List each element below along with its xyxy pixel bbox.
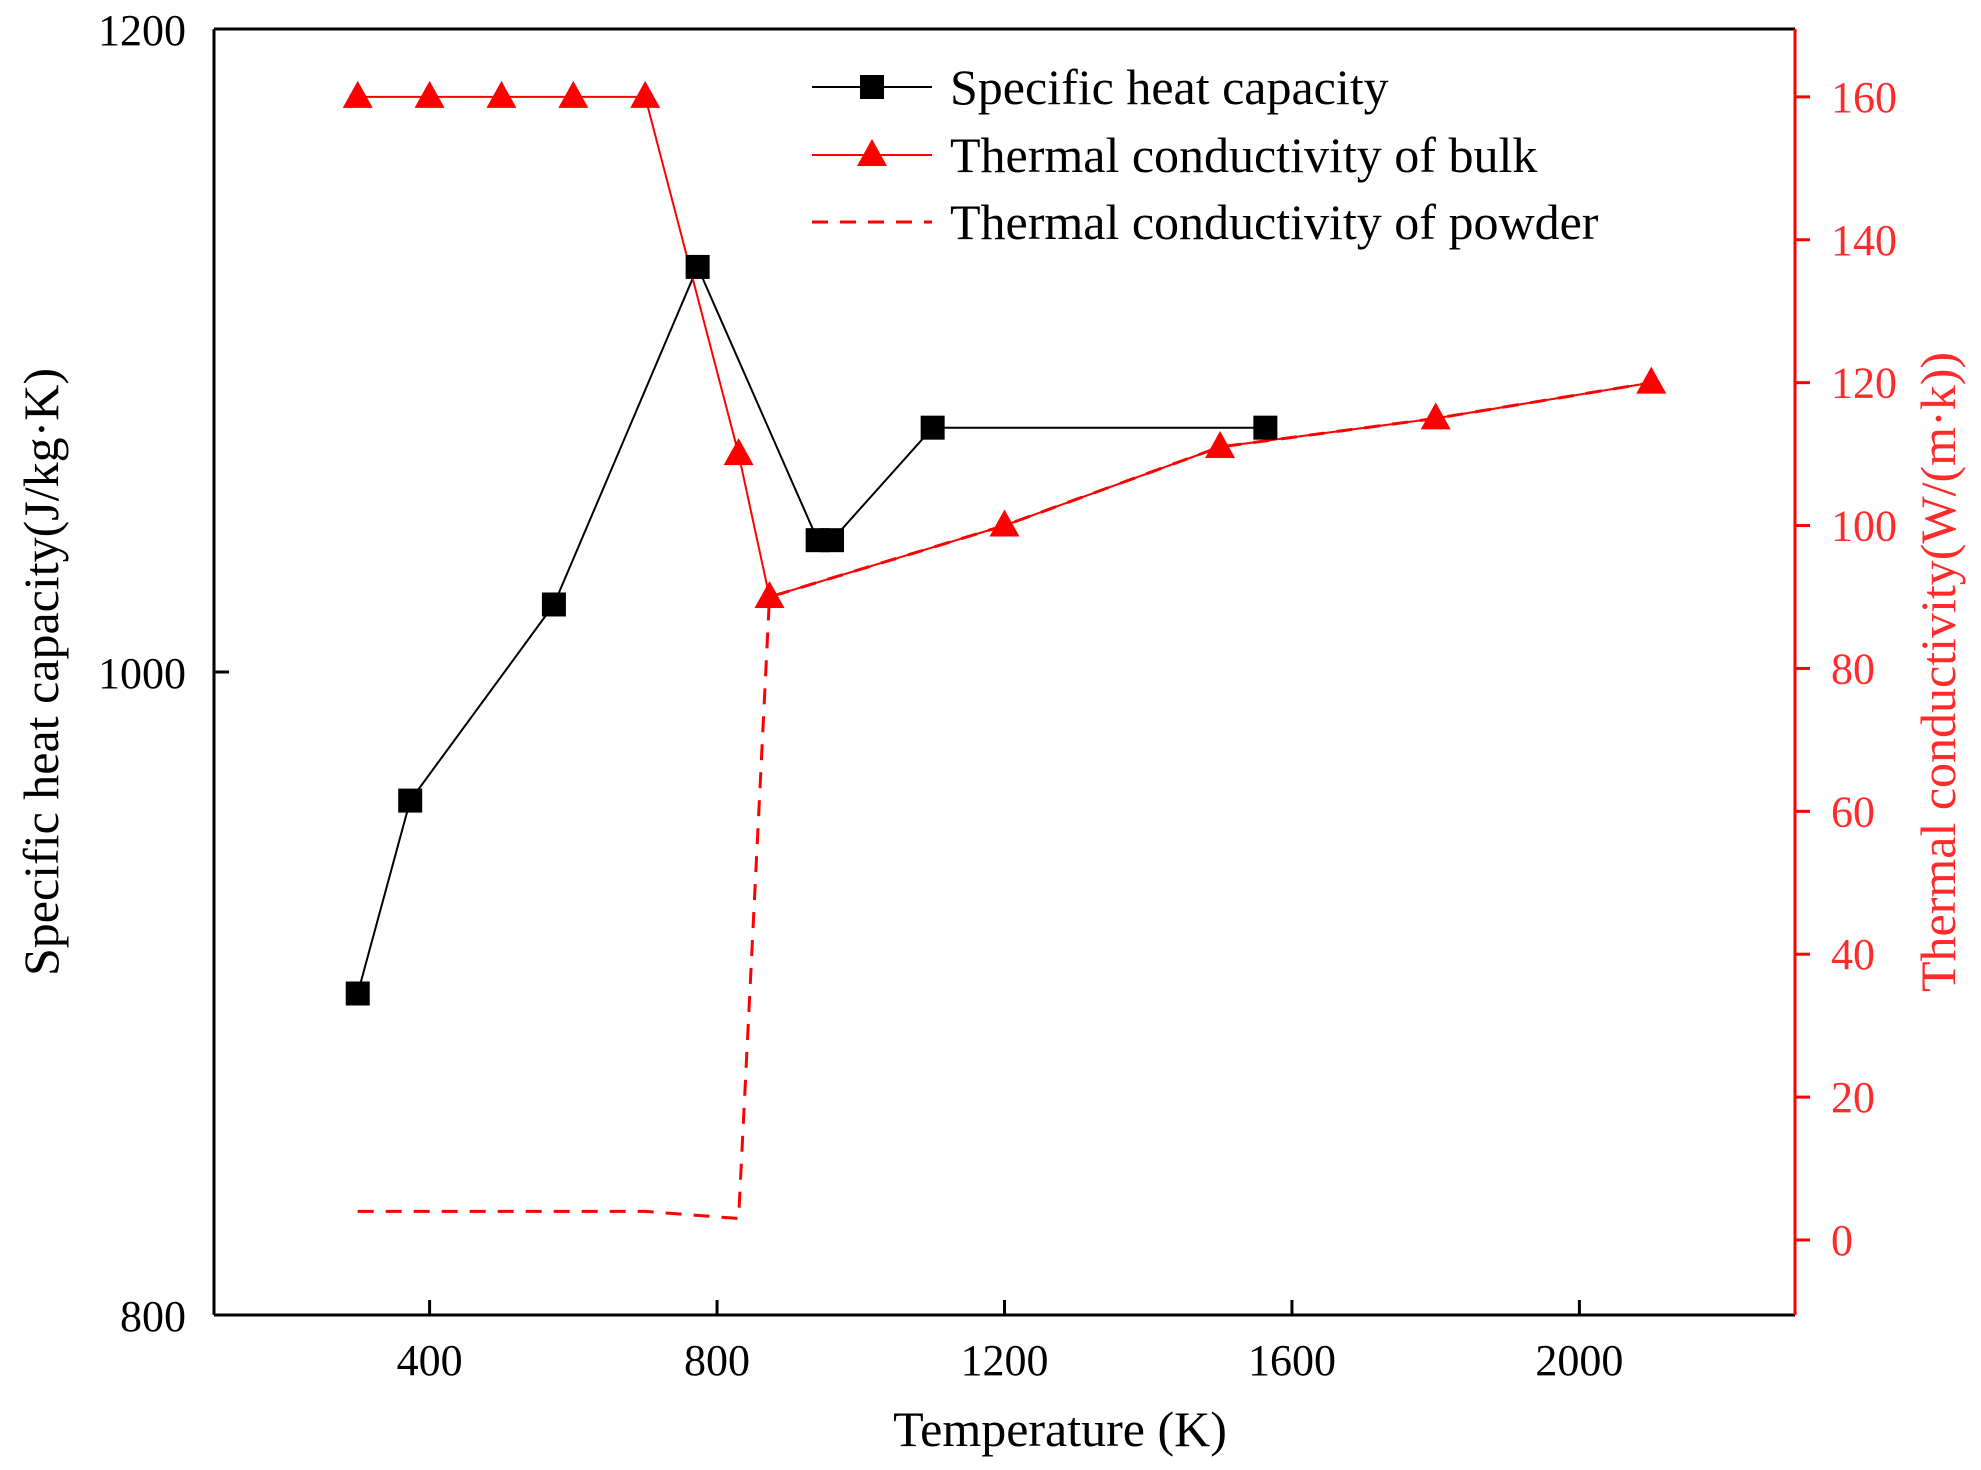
x-axis-title: Temperature (K) [893,1401,1227,1457]
x-tick-label: 2000 [1535,1336,1623,1385]
y-tick-label: 1000 [98,649,186,698]
data-point-specific-heat [1253,415,1278,440]
data-point-bulk-conductivity [342,80,373,108]
left-axis-title: Specific heat capacity(J/kg·K) [13,368,69,976]
legend-swatch-bulk-marker [857,139,887,166]
x-tick-label: 800 [684,1336,750,1385]
legend: Specific heat capacity Thermal conductiv… [812,59,1599,250]
data-point-bulk-conductivity [1205,430,1236,458]
data-point-specific-heat [820,528,845,553]
legend-label-specific-heat: Specific heat capacity [950,59,1389,115]
y2-tick-label: 120 [1831,359,1897,408]
x-axis-ticks: 400 800 1200 1600 2000 [397,1300,1623,1385]
data-point-specific-heat [685,254,710,279]
right-axis-title: Thermal conductivity(W/(m·k)) [1910,352,1966,992]
data-point-specific-heat [541,592,566,617]
right-axis-ticks: 0 20 40 60 80 100 120 140 160 [1795,73,1897,1265]
series-line-0 [356,264,1266,994]
y2-tick-label: 0 [1831,1216,1853,1265]
data-point-bulk-conductivity [630,80,661,108]
y2-tick-label: 20 [1831,1073,1875,1122]
left-axis-ticks: 800 1000 1200 [98,6,229,1341]
legend-label-powder: Thermal conductivity of powder [950,194,1599,250]
data-point-bulk-conductivity [414,80,445,108]
y2-tick-label: 60 [1831,787,1875,836]
x-tick-label: 1200 [961,1336,1049,1385]
y2-tick-label: 40 [1831,930,1875,979]
data-point-bulk-conductivity [723,438,754,466]
data-point-bulk-conductivity [754,580,785,608]
y2-tick-label: 100 [1831,502,1897,551]
data-point-bulk-conductivity [486,80,517,108]
legend-swatch-specific-heat-marker [860,75,884,99]
x-tick-label: 400 [397,1336,463,1385]
y-tick-label: 1200 [98,6,186,55]
data-point-bulk-conductivity [1420,402,1451,430]
y2-tick-label: 80 [1831,644,1875,693]
y2-tick-label: 140 [1831,216,1897,265]
legend-label-bulk: Thermal conductivity of bulk [950,127,1537,183]
data-point-bulk-conductivity [989,509,1020,537]
y2-tick-label: 160 [1831,73,1897,122]
data-point-specific-heat [920,415,945,440]
data-point-specific-heat [345,981,370,1006]
series-layer [342,80,1667,1221]
data-point-specific-heat [398,788,423,813]
data-point-bulk-conductivity [558,80,589,108]
x-tick-label: 1600 [1248,1336,1336,1385]
data-point-bulk-conductivity [1636,366,1667,394]
series-line-2 [357,381,1652,1221]
y-tick-label: 800 [120,1292,186,1341]
